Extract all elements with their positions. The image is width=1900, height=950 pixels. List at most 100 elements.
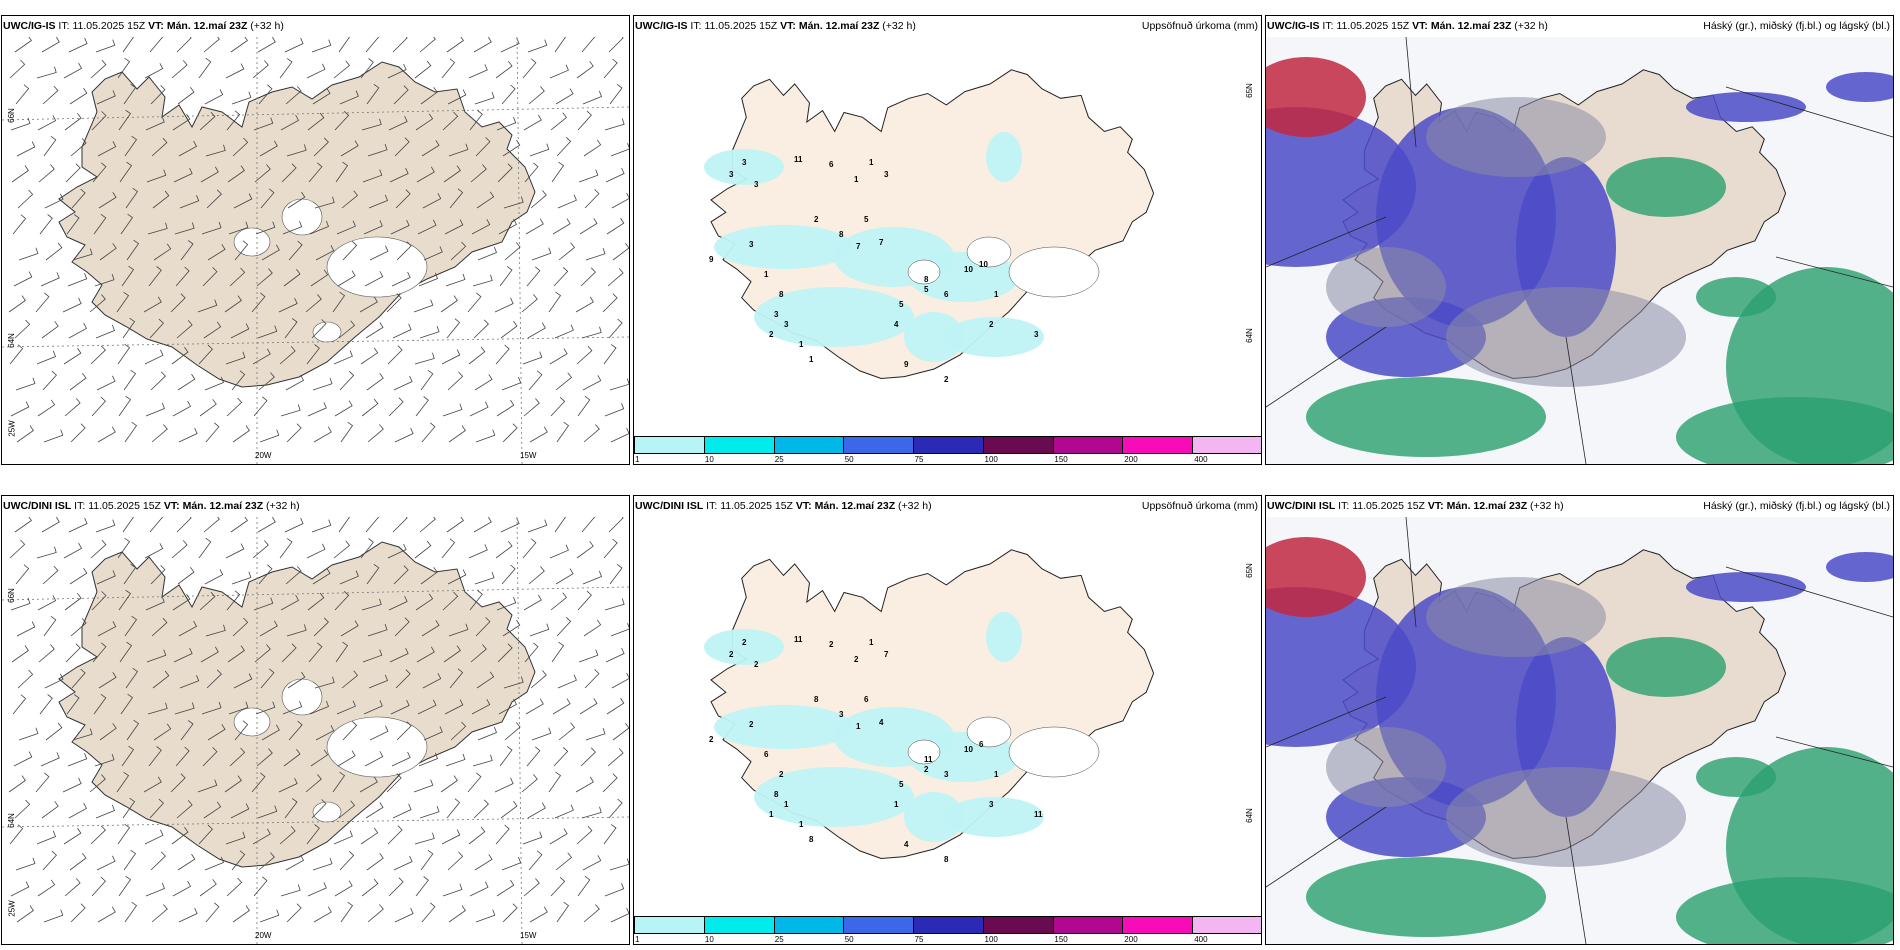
wind-barb	[550, 112, 568, 131]
wind-barb	[394, 427, 414, 443]
wind-barb	[530, 670, 547, 689]
region-border	[1266, 696, 1387, 748]
wind-barb	[522, 538, 537, 559]
wind-barb	[494, 777, 514, 793]
panel-header: UWC/IG-IS IT: 11.05.2025 15Z VT: Mán. 12…	[1266, 16, 1893, 37]
cloud-map-panel: UWC/IG-IS IT: 11.05.2025 15Z VT: Mán. 12…	[1265, 15, 1894, 465]
wind-barb	[557, 674, 577, 689]
wind-barb	[259, 909, 280, 923]
wind-barb	[604, 403, 625, 417]
wind-barb	[361, 398, 379, 417]
wind-barb	[442, 403, 463, 417]
wind-barb	[609, 378, 629, 391]
wind-barb	[578, 649, 599, 663]
wind-barb	[442, 591, 459, 611]
wind-barb	[17, 669, 34, 689]
wind-barb	[473, 517, 492, 533]
wind-barb	[604, 883, 625, 897]
wind-barb	[118, 875, 132, 897]
legend-label: 400	[1194, 455, 1208, 464]
precip-area	[904, 792, 964, 842]
precip-area	[704, 149, 784, 185]
panel-header: UWC/DINI ISL IT: 11.05.2025 15Z VT: Mán.…	[2, 496, 629, 517]
legend-label: 75	[914, 935, 924, 944]
precip-value: 6	[864, 695, 869, 704]
wind-barb	[332, 771, 346, 793]
wind-barb	[469, 590, 483, 611]
wind-barb	[442, 111, 459, 131]
it-label: IT:	[1322, 20, 1334, 32]
wind-barb	[450, 721, 467, 741]
wind-barb	[36, 830, 57, 845]
wind-barb	[362, 169, 383, 183]
legend-label: 50	[844, 455, 854, 464]
wind-barb	[148, 746, 162, 767]
wind-barb	[527, 322, 546, 339]
wind-barb	[610, 623, 629, 637]
wind-barb	[124, 901, 138, 923]
wind-barb	[387, 63, 407, 79]
precip-value: 1	[769, 810, 774, 819]
wind-barb	[553, 267, 569, 287]
wind-barb	[446, 37, 464, 53]
wind-barb	[334, 880, 353, 897]
wind-barb	[414, 352, 435, 365]
wind-barb	[121, 745, 135, 767]
precip-value: 3	[749, 240, 754, 249]
wind-barb	[388, 397, 404, 417]
wind-barb	[43, 135, 57, 157]
wind-barb	[143, 776, 162, 793]
wind-barb	[12, 214, 27, 235]
wind-barb	[124, 615, 138, 637]
legend-label: 10	[704, 935, 714, 944]
lead-time: (+32 h)	[1530, 500, 1564, 512]
wind-barb	[15, 564, 30, 585]
wind-barb	[503, 196, 524, 209]
wind-barb	[500, 517, 520, 533]
wind-barb	[583, 619, 602, 637]
wind-barb	[285, 854, 305, 871]
panel-header: UWC/IG-IS IT: 11.05.2025 15Z VT: Mán. 12…	[634, 16, 1261, 37]
wind-barb	[178, 140, 198, 157]
wind-barb	[554, 804, 574, 819]
wind-barb	[203, 321, 222, 339]
wind-barb	[311, 519, 332, 533]
wind-barb	[198, 57, 212, 79]
wind-barb	[604, 598, 625, 611]
wind-barb	[468, 346, 486, 365]
wind-barb	[62, 297, 82, 313]
legend-swatch	[635, 437, 705, 453]
wind-barb	[341, 190, 359, 209]
wind-barb	[557, 194, 577, 209]
wind-barb	[360, 827, 379, 845]
wind-barb	[305, 774, 322, 793]
wind-barb	[9, 59, 26, 79]
wind-barb	[368, 674, 389, 689]
wind-barb	[498, 698, 518, 715]
wind-barb	[521, 774, 538, 793]
wind-barb	[72, 728, 93, 741]
wind-barb	[69, 567, 88, 585]
wind-barb	[255, 701, 276, 715]
wind-barb	[608, 37, 624, 53]
wind-barb	[415, 593, 434, 611]
legend-swatch	[844, 437, 915, 453]
wind-barb	[200, 166, 219, 183]
wind-barb	[16, 141, 36, 157]
precip-value: 10	[964, 745, 973, 754]
wind-barb	[389, 647, 409, 663]
wind-barb	[153, 243, 172, 261]
wind-barb	[339, 851, 355, 871]
cloud-area	[1606, 637, 1726, 697]
wind-barb	[10, 117, 31, 131]
panel-header: UWC/IG-IS IT: 11.05.2025 15Z VT: Mán. 12…	[2, 16, 629, 37]
legend-swatch	[704, 437, 775, 453]
wind-barb	[471, 219, 491, 235]
wind-barb	[499, 746, 513, 767]
wind-barb	[150, 565, 166, 585]
wind-barb	[116, 291, 130, 313]
wind-barb	[281, 163, 297, 183]
precip-value: 8	[839, 230, 844, 239]
wind-barb	[99, 243, 117, 261]
wind-barb	[414, 540, 432, 559]
